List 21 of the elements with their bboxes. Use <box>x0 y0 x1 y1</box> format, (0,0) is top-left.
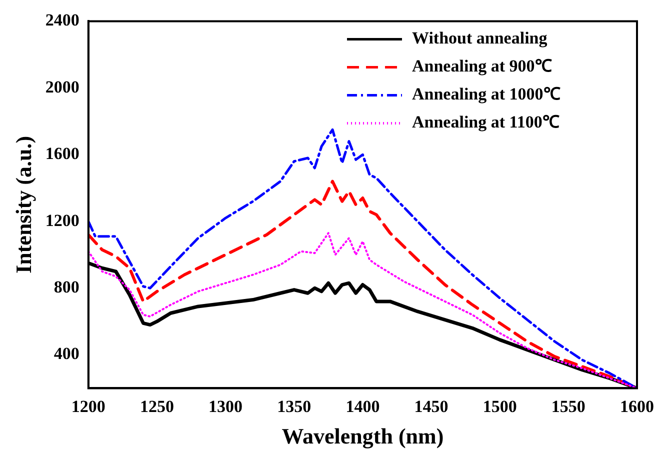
x-tick-label: 1500 <box>482 396 517 416</box>
y-axis-title: Intensity (a.u.) <box>10 136 36 274</box>
x-tick-label: 1550 <box>551 396 586 416</box>
y-tick-label: 800 <box>54 278 80 296</box>
legend-label: Without annealing <box>412 28 548 48</box>
x-tick-label: 1250 <box>140 396 174 416</box>
x-tick-label: 1350 <box>277 396 312 416</box>
legend-label: Annealing at 1000℃ <box>412 84 560 104</box>
y-tick-label: 1600 <box>45 144 80 164</box>
x-tick-label: 1300 <box>208 396 243 416</box>
y-tick-label: 400 <box>54 344 80 364</box>
x-tick-label: 1450 <box>414 396 448 416</box>
y-tick-label: 2400 <box>45 10 80 30</box>
x-tick-label: 1400 <box>346 396 380 416</box>
y-tick-label: 2000 <box>45 77 80 96</box>
legend-label: Annealing at 1100℃ <box>412 112 560 132</box>
x-tick-label: 1200 <box>71 396 106 416</box>
x-tick-label: 1600 <box>620 396 654 416</box>
legend-label: Annealing at 900℃ <box>412 56 552 76</box>
y-tick-label: 1200 <box>45 210 80 230</box>
x-axis-title: Wavelength (nm) <box>282 423 444 448</box>
